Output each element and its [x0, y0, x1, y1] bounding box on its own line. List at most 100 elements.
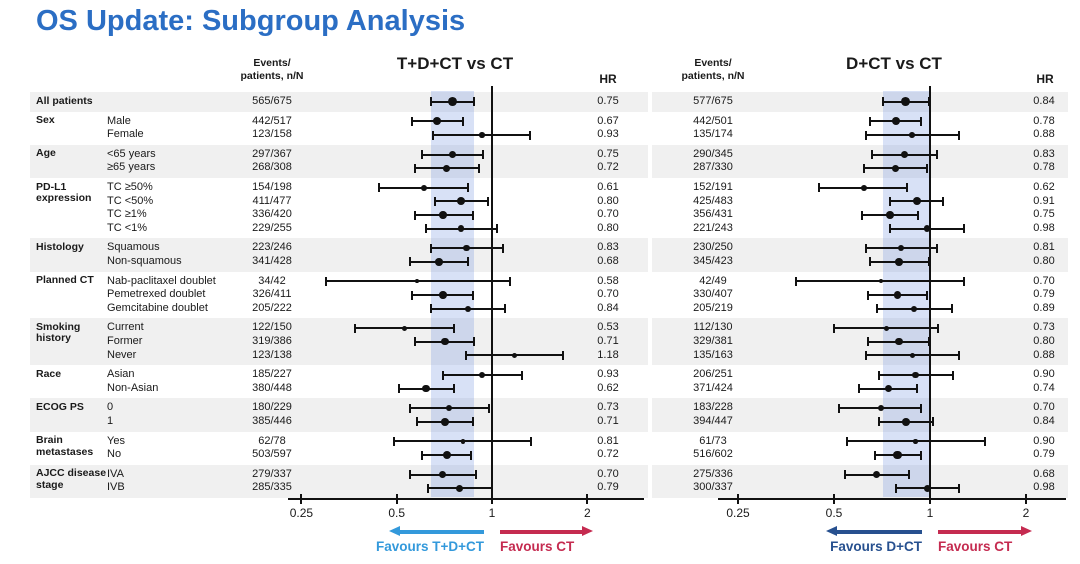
ci-cap-left	[794, 276, 797, 286]
hr-value: 0.71	[597, 335, 619, 347]
category-label: Non-squamous	[107, 255, 182, 267]
point-marker	[860, 184, 867, 191]
ci-cap-right	[473, 337, 476, 347]
axis-tick-label: 2	[583, 506, 591, 520]
ci-cap-right	[927, 97, 930, 107]
ci-cap-left	[894, 483, 897, 493]
events-value: 122/150	[252, 321, 292, 334]
events-value: 411/477	[252, 194, 292, 207]
events-value: 565/675	[252, 95, 292, 107]
ci-cap-right	[478, 163, 481, 173]
category-label: ≥65 years	[107, 161, 156, 174]
ci-cap-left	[865, 130, 867, 140]
ci-cap-right	[927, 337, 930, 347]
point-marker	[884, 384, 893, 393]
ci-cap-left	[865, 350, 867, 360]
category-label: Female	[107, 128, 144, 141]
favours-left-arrow-head	[826, 526, 837, 536]
category-label: No	[107, 448, 122, 461]
point-marker	[886, 211, 894, 219]
ci-cap-right	[491, 483, 493, 493]
events-value: 371/424	[693, 381, 733, 394]
point-marker	[435, 258, 443, 266]
panel-title-left: T+D+CT vs CT	[396, 54, 514, 73]
ci-cap-right	[926, 163, 929, 173]
events-value: 205/219	[693, 301, 733, 314]
point-marker	[457, 197, 466, 206]
category-label: TC ≥50%	[107, 181, 153, 193]
category-label: TC <50%	[107, 194, 154, 207]
point-marker	[478, 371, 486, 379]
category-label: Non-Asian	[107, 381, 159, 394]
panel-title-right: D+CT vs CT	[846, 54, 942, 73]
hr-value: 0.84	[1033, 415, 1055, 427]
ci-cap-left	[858, 384, 861, 394]
events-value: 268/308	[252, 161, 292, 174]
axis-tick	[1025, 494, 1027, 504]
events-value: 336/420	[252, 208, 292, 221]
ci-cap-left	[425, 224, 428, 234]
point-marker	[873, 471, 881, 479]
events-value: 356/431	[693, 208, 733, 221]
hr-value: 0.84	[1033, 95, 1055, 107]
row-stripe	[652, 144, 1068, 178]
page-title: OS Update: Subgroup Analysis	[36, 5, 466, 37]
point-marker	[910, 305, 917, 312]
point-marker	[891, 117, 900, 126]
axis-tick	[395, 494, 398, 504]
ci-cap-right	[950, 304, 953, 314]
point-marker	[895, 338, 903, 346]
ci-cap-right	[467, 183, 470, 193]
events-value: 185/227	[252, 368, 292, 381]
ci-cap-left	[408, 403, 411, 413]
category-label: Former	[107, 335, 143, 347]
ci-cap-right	[915, 384, 918, 394]
hr-value: 0.70	[1033, 401, 1055, 414]
row-stripe	[652, 398, 1068, 432]
hr-header-right: HR	[1036, 72, 1054, 86]
point-marker	[445, 405, 452, 412]
category-label: Nab-paclitaxel doublet	[107, 274, 216, 287]
ci-cap-right	[486, 196, 489, 206]
ci-cap-right	[920, 450, 923, 460]
hr-value: 0.70	[597, 467, 619, 480]
events-value: 279/337	[252, 467, 292, 480]
ci-cap-left	[465, 350, 468, 360]
row-stripe	[30, 318, 648, 366]
ci-cap-left	[427, 483, 430, 493]
events-value: 442/501	[693, 114, 733, 127]
point-marker	[900, 151, 908, 159]
ci-cap-right	[529, 130, 532, 140]
ci-cap-right	[957, 350, 960, 360]
hr-value: 0.89	[1033, 301, 1055, 314]
ci-cap-left	[411, 116, 414, 126]
axis-tick	[586, 494, 589, 504]
ci-cap-left	[431, 130, 434, 140]
hr-value: 0.70	[1033, 274, 1055, 287]
events-value: 290/345	[693, 147, 733, 160]
category-label: TC <1%	[107, 221, 148, 234]
events-value: 345/423	[693, 255, 733, 267]
ci-cap-right	[908, 470, 911, 480]
ci-cap-left	[867, 290, 870, 300]
hr-value: 0.84	[597, 301, 619, 314]
ci-cap-left	[413, 210, 416, 220]
favours-left-arrow-line	[399, 530, 484, 534]
events-value: 123/138	[252, 348, 292, 361]
favours-right-label: Favours CT	[500, 539, 575, 554]
x-axis-line	[718, 497, 1066, 500]
ci-cap-left	[429, 97, 432, 107]
hr-value: 0.78	[1033, 114, 1055, 127]
point-marker	[901, 97, 911, 107]
ci-cap-right	[935, 150, 938, 160]
ci-cap-left	[871, 150, 874, 160]
ci-cap-left	[869, 257, 872, 267]
row-stripe	[30, 238, 648, 272]
ci-cap-left	[420, 150, 423, 160]
events-value: 205/222	[252, 301, 292, 314]
category-label: Pemetrexed doublet	[107, 288, 206, 301]
axis-tick-label: 0.25	[726, 506, 750, 520]
ci-cap-left	[818, 183, 821, 193]
hr-value: 0.80	[1033, 255, 1055, 267]
point-marker	[443, 164, 451, 172]
